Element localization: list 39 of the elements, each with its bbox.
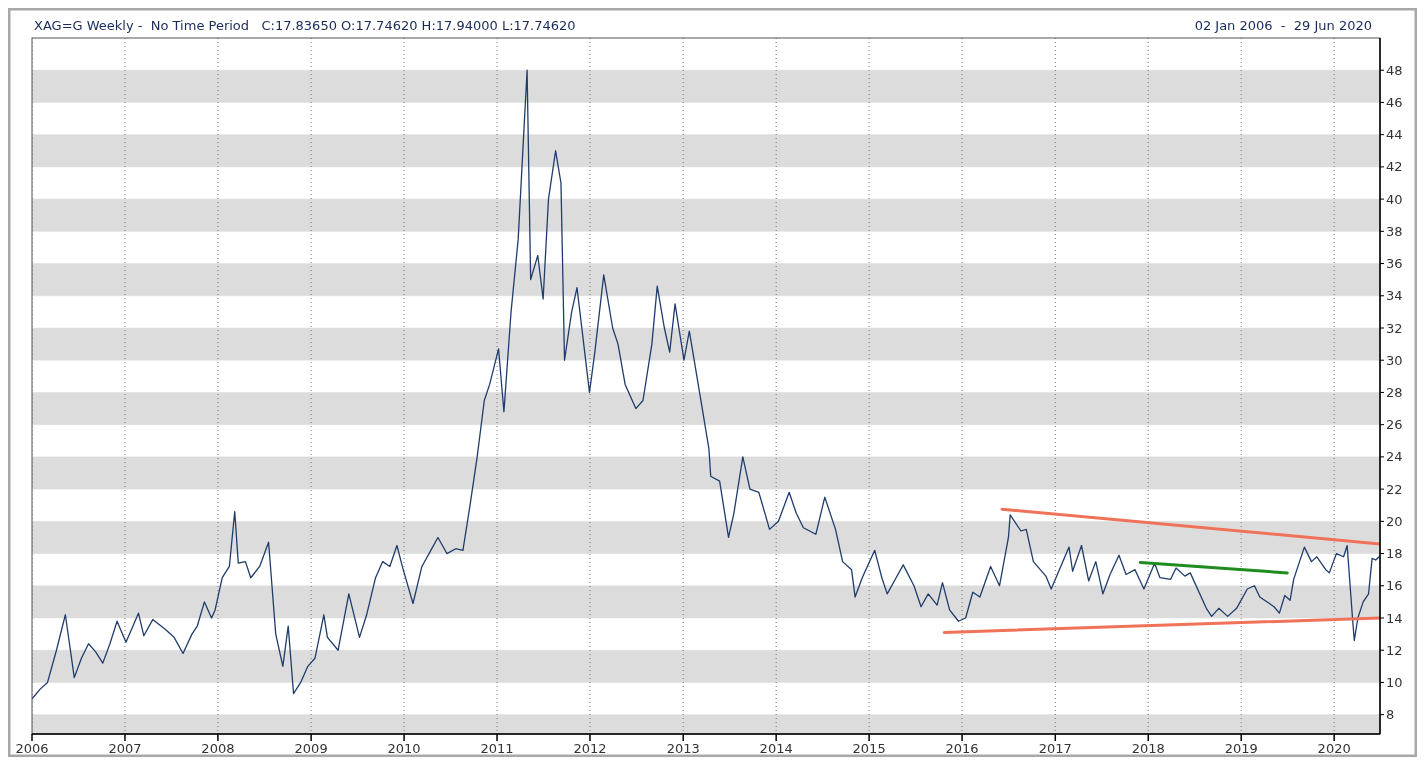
x-tick-label: 2019 (1224, 741, 1258, 756)
y-tick-label: 14 (1386, 610, 1403, 626)
y-tick-label: 46 (1386, 94, 1403, 110)
x-tick-label: 2017 (1038, 741, 1072, 756)
x-tick-label: 2013 (666, 741, 700, 756)
y-tick-label: 42 (1386, 159, 1403, 175)
x-tick-label: 2015 (852, 741, 886, 756)
x-tick-label: 2007 (108, 741, 142, 756)
chart-title: XAG=G Weekly - No Time Period C:17.83650 O:17.74620 H:17.94000 L:17.74620 (34, 18, 576, 33)
x-tick-label: 2011 (480, 741, 514, 756)
x-tick-label: 2014 (759, 741, 793, 756)
y-tick-label: 34 (1386, 288, 1403, 304)
y-tick-label: 30 (1386, 352, 1403, 368)
y-tick-label: 22 (1386, 481, 1403, 497)
y-tick-label: 8 (1386, 707, 1395, 723)
y-tick-label: 20 (1386, 513, 1403, 529)
y-tick-label: 18 (1386, 546, 1403, 562)
x-tick-label: 2016 (945, 741, 979, 756)
x-tick-label: 2012 (573, 741, 607, 756)
y-tick-label: 44 (1386, 127, 1403, 143)
x-tick-label: 2018 (1131, 741, 1165, 756)
chart-subtitle: 02 Jan 2006 - 29 Jun 2020 (1194, 18, 1372, 33)
x-tick-label: 2006 (15, 741, 49, 756)
y-tick-label: 32 (1386, 320, 1403, 336)
y-tick-label: 40 (1386, 191, 1403, 207)
x-tick-label: 2008 (201, 741, 235, 756)
y-tick-label: 36 (1386, 256, 1403, 272)
y-tick-label: 12 (1386, 642, 1403, 658)
y-tick-label: 26 (1386, 417, 1403, 433)
y-tick-label: 38 (1386, 223, 1403, 239)
y-tick-label: 48 (1386, 62, 1403, 78)
x-tick-label: 2020 (1317, 741, 1351, 756)
x-tick-label: 2009 (294, 741, 328, 756)
x-tick-label: 2010 (387, 741, 421, 756)
y-tick-label: 24 (1386, 449, 1403, 465)
line-series (32, 69, 1380, 700)
y-tick-label: 28 (1386, 384, 1403, 400)
y-tick-label: 16 (1386, 578, 1403, 594)
y-tick-label: 10 (1386, 674, 1403, 690)
